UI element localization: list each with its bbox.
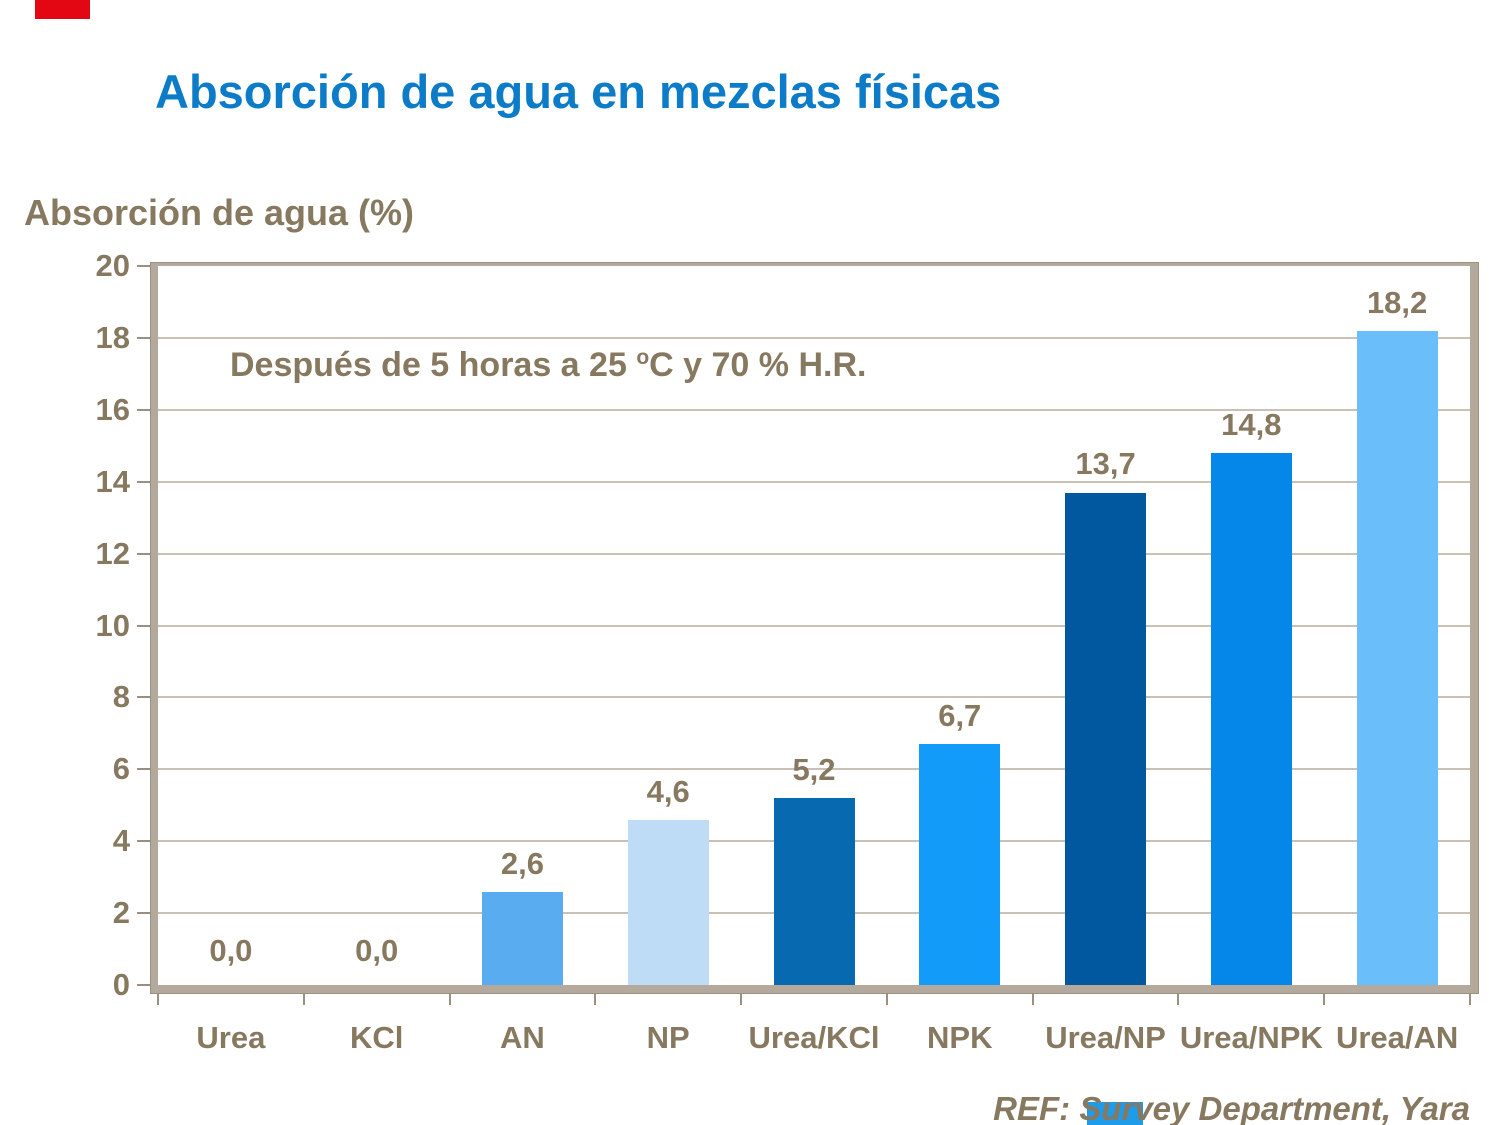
bar-npk bbox=[919, 744, 1001, 985]
plot-area: Después de 5 horas a 25 oC y 70 % H.R. 0… bbox=[151, 263, 1478, 993]
y-tick-mark bbox=[137, 768, 151, 771]
blue-accent-bar bbox=[1087, 1102, 1143, 1125]
y-tick-mark bbox=[137, 552, 151, 555]
y-axis-label: 10 bbox=[95, 607, 130, 643]
x-axis-label: Urea/KCl bbox=[748, 1020, 880, 1055]
y-axis-label: 0 bbox=[112, 967, 130, 1002]
bar-urea-npk bbox=[1210, 452, 1292, 985]
x-tick-mark bbox=[1469, 993, 1471, 1005]
y-tick-mark bbox=[137, 912, 151, 915]
y-tick-mark bbox=[137, 480, 151, 483]
bar-np bbox=[627, 819, 709, 985]
gridline bbox=[158, 768, 1470, 771]
x-axis-label: Urea/AN bbox=[1335, 1020, 1459, 1055]
x-tick-mark bbox=[1031, 993, 1034, 1005]
x-tick-mark bbox=[157, 993, 159, 1005]
y-axis-label: 20 bbox=[95, 248, 130, 283]
y-tick-mark bbox=[137, 696, 151, 699]
x-axis-label: NPK bbox=[927, 1020, 993, 1055]
chart-annotation: Después de 5 horas a 25 oC y 70 % H.R. bbox=[230, 346, 866, 385]
bars-layer: 0,0 0,0 2,6 4,6 5,2 6,7 13,7 14,8 18,2 bbox=[158, 266, 1470, 985]
x-tick-mark bbox=[302, 993, 305, 1005]
gridline bbox=[158, 408, 1470, 411]
y-tick-mark bbox=[137, 265, 151, 267]
page-title: Absorción de agua en mezclas físicas bbox=[155, 65, 1002, 118]
y-axis-label: 6 bbox=[112, 751, 130, 787]
y-tick-mark bbox=[137, 840, 151, 843]
x-tick-mark bbox=[1323, 993, 1326, 1005]
y-axis-label: 2 bbox=[112, 895, 130, 931]
y-axis-label: 16 bbox=[95, 391, 130, 427]
gridline bbox=[158, 336, 1470, 339]
y-tick-mark bbox=[137, 984, 151, 986]
bar-value-label: 13,7 bbox=[1075, 446, 1136, 482]
gridline bbox=[158, 696, 1470, 699]
y-axis-label: 14 bbox=[95, 463, 130, 499]
red-accent-bar bbox=[35, 0, 90, 19]
bar-urea-np bbox=[1065, 492, 1147, 985]
bar-value-label: 6,7 bbox=[938, 698, 982, 734]
x-tick-mark bbox=[448, 993, 451, 1005]
bar-value-label: 0,0 bbox=[355, 933, 399, 968]
bar-value-label: 2,6 bbox=[500, 845, 544, 881]
bar-value-label: 18,2 bbox=[1366, 284, 1428, 320]
x-axis-label: Urea/NPK bbox=[1179, 1020, 1323, 1055]
y-tick-mark bbox=[137, 624, 151, 627]
x-tick-mark bbox=[594, 993, 597, 1005]
bar-urea-kcl bbox=[773, 798, 855, 985]
x-axis-label: NP bbox=[646, 1020, 690, 1055]
y-axis-label: 12 bbox=[95, 535, 130, 571]
bar-urea-an bbox=[1356, 330, 1438, 985]
annotation-text-pre: Después de 5 horas a 25 bbox=[230, 346, 637, 384]
x-axis-label: KCl bbox=[349, 1020, 404, 1055]
annotation-superscript: o bbox=[636, 346, 650, 369]
y-tick-mark bbox=[137, 336, 151, 339]
reference-text: REF: Survey Department, Yara bbox=[993, 1090, 1470, 1125]
annotation-text-post: C y 70 % H.R. bbox=[649, 346, 867, 384]
y-axis-label: 8 bbox=[112, 679, 130, 715]
gridline bbox=[158, 552, 1470, 555]
y-axis-title: Absorción de agua (%) bbox=[24, 192, 415, 233]
gridline bbox=[158, 624, 1470, 627]
y-tick-mark bbox=[137, 408, 151, 411]
bar-an bbox=[481, 891, 563, 985]
x-axis-label: Urea bbox=[196, 1020, 266, 1055]
x-axis-label: AN bbox=[500, 1020, 545, 1055]
bar-value-label: 5,2 bbox=[792, 752, 836, 788]
bar-value-label: 0,0 bbox=[209, 933, 253, 968]
x-tick-mark bbox=[1177, 993, 1180, 1005]
x-tick-mark bbox=[885, 993, 888, 1005]
bar-value-label: 14,8 bbox=[1221, 406, 1282, 442]
y-axis-label: 4 bbox=[112, 823, 130, 859]
x-tick-mark bbox=[740, 993, 743, 1005]
y-axis-label: 18 bbox=[95, 319, 130, 355]
bar-value-label: 4,6 bbox=[646, 773, 690, 809]
gridline bbox=[158, 480, 1470, 483]
x-axis-label: Urea/NP bbox=[1045, 1020, 1166, 1055]
